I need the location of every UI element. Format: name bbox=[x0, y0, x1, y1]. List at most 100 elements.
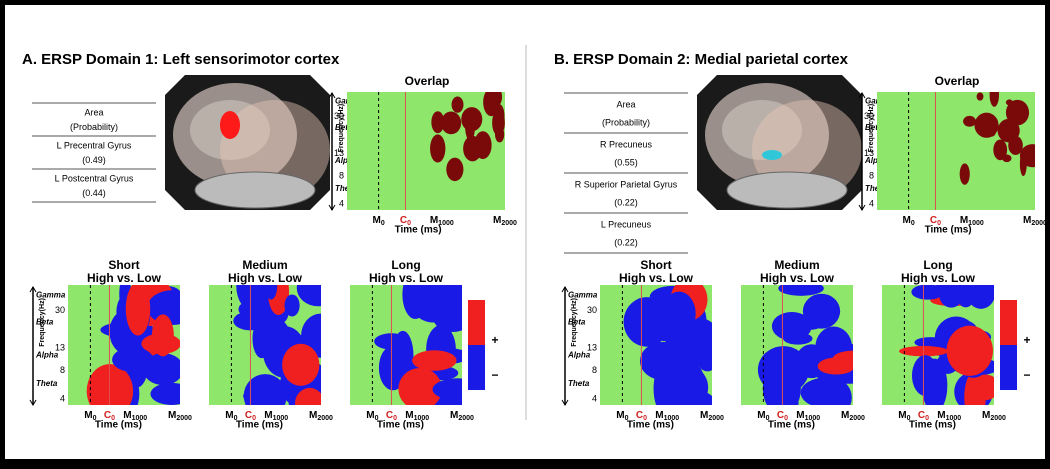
condition-title: Short bbox=[108, 258, 139, 272]
x-tick-base: M bbox=[309, 410, 317, 421]
x-tick-base: M bbox=[898, 410, 906, 421]
blob bbox=[695, 335, 712, 372]
table-header: Area bbox=[84, 107, 103, 117]
x-tick-sub: 0 bbox=[375, 415, 379, 422]
condition-title: Long bbox=[391, 258, 420, 272]
y-arrow-head bbox=[858, 92, 866, 211]
x-tick-sub: 2000 bbox=[1031, 220, 1047, 227]
blob bbox=[147, 290, 180, 326]
blob bbox=[974, 112, 999, 138]
x-tick-base: M bbox=[1023, 215, 1031, 226]
y-tick-label: 8 bbox=[592, 365, 597, 375]
heatmap-body bbox=[347, 92, 505, 210]
x-axis-label: Time (ms) bbox=[925, 225, 972, 236]
blob bbox=[150, 382, 180, 405]
table-header: Area bbox=[616, 99, 635, 109]
blob bbox=[935, 285, 964, 301]
x-tick-sub: 0 bbox=[234, 415, 238, 422]
heatmap bbox=[209, 285, 321, 405]
x-tick-label: C0 bbox=[636, 410, 647, 422]
x-axis-label: Time (ms) bbox=[236, 420, 283, 431]
x-axis-label: Time (ms) bbox=[395, 225, 442, 236]
band-label: Beta bbox=[568, 318, 586, 327]
panel-title: B. ERSP Domain 2: Medial parietal cortex bbox=[554, 51, 849, 68]
x-tick-sub: 0 bbox=[643, 415, 647, 422]
x-tick-base: M bbox=[982, 410, 990, 421]
x-tick-sub: 1000 bbox=[664, 415, 680, 422]
heatmap-body bbox=[600, 285, 712, 405]
x-tick-base: M bbox=[366, 410, 374, 421]
band-label: Theta bbox=[36, 379, 58, 388]
blob bbox=[446, 157, 464, 182]
x-tick-sub: 1000 bbox=[946, 415, 962, 422]
legend-label: − bbox=[491, 368, 498, 382]
x-tick-sub: 2000 bbox=[458, 415, 474, 422]
x-tick-label: M0 bbox=[757, 410, 769, 422]
x-tick-sub: 0 bbox=[381, 220, 385, 227]
x-tick-base: C bbox=[104, 410, 111, 421]
blob bbox=[474, 131, 492, 160]
x-tick-sub: 2000 bbox=[849, 415, 865, 422]
x-tick-sub: 1000 bbox=[438, 220, 454, 227]
heatmap bbox=[882, 285, 994, 405]
y-axis-label: Frequency(Hz) bbox=[571, 298, 578, 347]
legend-label: − bbox=[1023, 368, 1030, 382]
x-axis-label: Time (ms) bbox=[768, 420, 815, 431]
condition-title: Long bbox=[923, 258, 952, 272]
x-tick-sub: 1000 bbox=[273, 415, 289, 422]
x-axis-label: Time (ms) bbox=[627, 420, 674, 431]
x-tick-label: M0 bbox=[372, 215, 384, 227]
blob bbox=[465, 112, 476, 141]
x-tick-label: M0 bbox=[366, 410, 378, 422]
blob bbox=[282, 343, 320, 386]
x-tick-sub: 2000 bbox=[708, 415, 724, 422]
band-label: Alpha bbox=[334, 156, 358, 165]
y-tick-label: 8 bbox=[60, 365, 65, 375]
blob bbox=[966, 285, 994, 309]
table-cell: (0.22) bbox=[614, 237, 638, 247]
blob bbox=[959, 163, 970, 185]
band-label: Theta bbox=[335, 184, 357, 193]
blob bbox=[662, 291, 696, 336]
legend-pos bbox=[1000, 300, 1017, 345]
x-tick-sub: 0 bbox=[93, 415, 97, 422]
table-cell: L Precuneus bbox=[601, 219, 652, 229]
legend-pos bbox=[468, 300, 485, 345]
x-tick-label: M1000 bbox=[796, 410, 820, 422]
x-tick-label: C0 bbox=[104, 410, 115, 422]
x-axis-label: Time (ms) bbox=[909, 420, 956, 431]
y-tick-label: 13 bbox=[334, 148, 344, 158]
blob bbox=[1005, 99, 1030, 126]
x-tick-base: M bbox=[450, 410, 458, 421]
x-tick-sub: 2000 bbox=[501, 220, 517, 227]
x-tick-label: M2000 bbox=[493, 215, 517, 227]
x-tick-sub: 2000 bbox=[176, 415, 192, 422]
x-tick-label: M2000 bbox=[1023, 215, 1047, 227]
band-label: Alpha bbox=[567, 351, 591, 360]
x-tick-label: M1000 bbox=[655, 410, 679, 422]
blob bbox=[257, 317, 290, 350]
x-tick-base: C bbox=[777, 410, 784, 421]
band-label: Alpha bbox=[864, 156, 888, 165]
x-tick-sub: 0 bbox=[252, 415, 256, 422]
x-tick-base: M bbox=[168, 410, 176, 421]
blob bbox=[623, 297, 670, 347]
x-tick-base: M bbox=[937, 410, 945, 421]
panel-title: A. ERSP Domain 1: Left sensorimotor cort… bbox=[22, 51, 340, 68]
x-tick-base: M bbox=[960, 215, 968, 226]
blob bbox=[800, 377, 851, 405]
blob bbox=[778, 285, 824, 296]
x-tick-label: C0 bbox=[918, 410, 929, 422]
blob bbox=[243, 374, 287, 405]
y-tick-label: 30 bbox=[334, 111, 344, 121]
x-tick-base: C bbox=[930, 215, 937, 226]
y-arrow-head bbox=[561, 286, 569, 406]
y-axis-label: Frequency(Hz) bbox=[39, 298, 46, 347]
blob bbox=[112, 347, 154, 372]
x-tick-label: C0 bbox=[930, 215, 941, 227]
blob bbox=[1008, 135, 1023, 155]
y-tick-label: 30 bbox=[587, 305, 597, 315]
x-tick-base: M bbox=[264, 410, 272, 421]
band-label: Gamma bbox=[36, 290, 66, 299]
blob bbox=[494, 126, 505, 143]
